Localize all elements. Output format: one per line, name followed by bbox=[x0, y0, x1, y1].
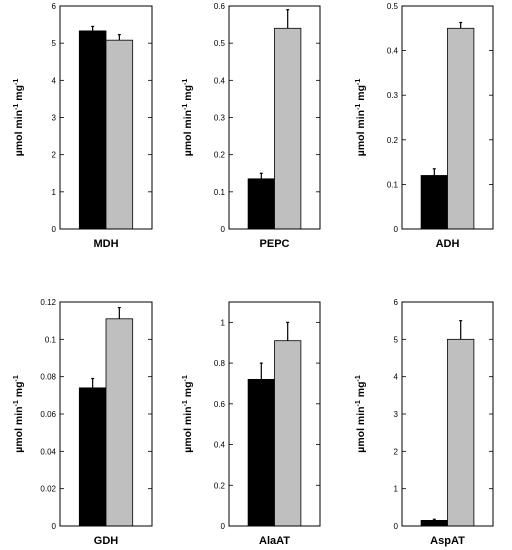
y-tick-label: 5 bbox=[52, 39, 57, 48]
y-tick-label: 1 bbox=[394, 485, 399, 494]
bar-gdh-black bbox=[78, 387, 107, 527]
bar-gdh-grey bbox=[105, 318, 134, 527]
y-axis-label: µmol min-1 mg-1 bbox=[182, 375, 194, 453]
x-axis-label: GDH bbox=[94, 535, 119, 547]
bar-pepc-black bbox=[247, 178, 275, 230]
y-tick-label: 5 bbox=[394, 335, 399, 344]
x-axis-label: MDH bbox=[93, 238, 118, 250]
bar-adh-black bbox=[420, 175, 448, 230]
y-tick-label: 0.4 bbox=[387, 47, 399, 56]
y-tick-label: 0.02 bbox=[40, 485, 56, 494]
y-tick-label: 0.3 bbox=[214, 114, 226, 123]
chart-panel-pepc: 0 0.1 0.2 0.3 0.4 0.5 0.6 PEPC µmol min-1 mg-1 bbox=[182, 2, 321, 250]
y-tick-label: 3 bbox=[52, 114, 57, 123]
y-tick-label: 0 bbox=[52, 225, 57, 234]
x-axis-label: PEPC bbox=[260, 238, 290, 250]
y-axis-label: µmol min-1 mg-1 bbox=[13, 375, 25, 453]
x-axis-label: AspAT bbox=[430, 535, 465, 547]
y-tick-label: 0.06 bbox=[40, 410, 56, 419]
y-axis-label: µmol min-1 mg-1 bbox=[355, 375, 367, 453]
chart-panel-adh: 0 0.1 0.2 0.3 0.4 0.5 ADH µmol min-1 mg-1 bbox=[355, 2, 494, 250]
y-tick-label: 1 bbox=[221, 318, 226, 327]
y-tick-label: 0.2 bbox=[214, 481, 226, 490]
y-tick-label: 0.6 bbox=[214, 400, 226, 409]
y-tick-label: 0.1 bbox=[45, 335, 57, 344]
y-tick-label: 0.1 bbox=[214, 188, 226, 197]
bar-adh-grey bbox=[447, 27, 475, 230]
chart-panel-gdh: 0 0.02 0.04 0.06 0.08 0.1 0.12 GDH µmol min-1 mg… bbox=[13, 298, 153, 547]
y-tick-label: 0.12 bbox=[40, 298, 56, 307]
y-tick-label: 0.2 bbox=[214, 151, 226, 160]
y-axis-label: µmol min-1 mg-1 bbox=[13, 79, 25, 157]
x-axis-label: ADH bbox=[436, 238, 460, 250]
y-tick-label: 0.2 bbox=[387, 136, 399, 145]
y-tick-label: 0.3 bbox=[387, 91, 399, 100]
y-tick-label: 1 bbox=[52, 188, 57, 197]
y-tick-label: 0.4 bbox=[214, 441, 226, 450]
bar-aspat-black bbox=[420, 520, 448, 527]
bar-pepc-grey bbox=[274, 27, 302, 230]
y-tick-label: 4 bbox=[394, 373, 399, 382]
y-tick-label: 0.4 bbox=[214, 76, 226, 85]
y-tick-label: 0 bbox=[394, 225, 399, 234]
bar-aspat-grey bbox=[447, 338, 475, 527]
y-tick-label: 0 bbox=[52, 522, 57, 531]
y-tick-label: 0.5 bbox=[214, 39, 226, 48]
y-tick-label: 0.04 bbox=[40, 447, 56, 456]
bar-mdh-black bbox=[78, 30, 107, 230]
y-tick-label: 2 bbox=[394, 447, 399, 456]
y-tick-label: 3 bbox=[394, 410, 399, 419]
bar-alaat-grey bbox=[274, 340, 302, 527]
chart-panel-mdh: 0 1 2 3 4 5 6 MDH µmol min-1 mg-1 bbox=[13, 2, 153, 250]
bar-mdh-grey bbox=[105, 39, 134, 230]
y-tick-label: 6 bbox=[394, 298, 399, 307]
y-tick-label: 0.6 bbox=[214, 2, 226, 11]
x-axis-label: AlaAT bbox=[259, 535, 290, 547]
plot-frame bbox=[401, 5, 494, 230]
y-axis-label: µmol min-1 mg-1 bbox=[182, 79, 194, 157]
y-tick-label: 0 bbox=[394, 522, 399, 531]
bar-alaat-black bbox=[247, 378, 275, 527]
y-tick-label: 0.1 bbox=[387, 180, 399, 189]
y-axis-label: µmol min-1 mg-1 bbox=[355, 79, 367, 157]
y-tick-label: 0.08 bbox=[40, 373, 56, 382]
y-tick-label: 0.5 bbox=[387, 2, 399, 11]
y-tick-label: 4 bbox=[52, 76, 57, 85]
chart-panel-aspat: 0 1 2 3 4 5 6 AspAT µmol min-1 mg-1 bbox=[355, 298, 494, 547]
y-tick-label: 0 bbox=[221, 522, 226, 531]
y-tick-label: 0.8 bbox=[214, 359, 226, 368]
y-tick-label: 2 bbox=[52, 151, 57, 160]
plot-frame bbox=[228, 301, 321, 527]
y-tick-label: 6 bbox=[52, 2, 57, 11]
chart-panel-alaat: 0 0.2 0.4 0.6 0.8 1 AlaAT µmol min-1 mg-1 bbox=[182, 301, 321, 547]
y-tick-label: 0 bbox=[221, 225, 226, 234]
